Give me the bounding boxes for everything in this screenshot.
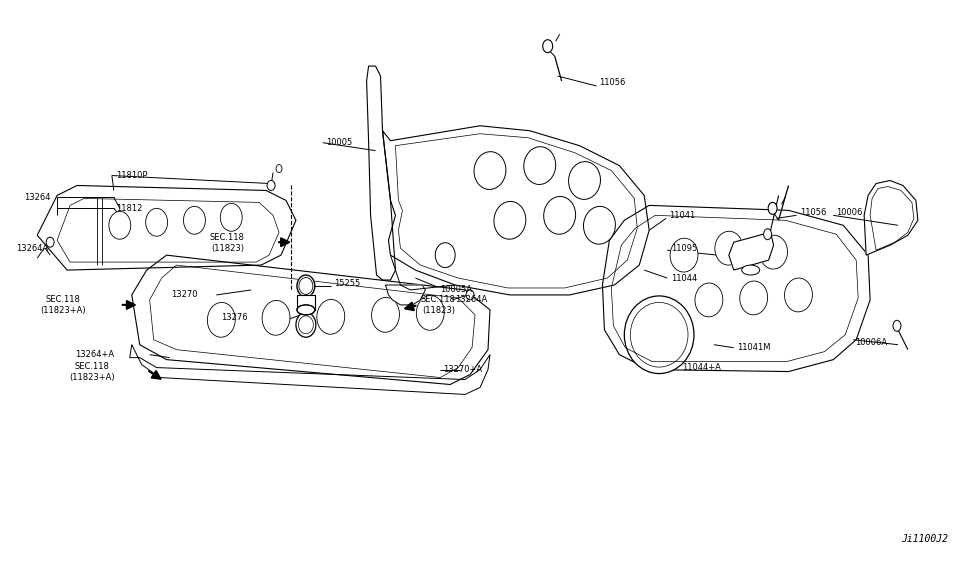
Text: (11823+A): (11823+A) bbox=[40, 306, 86, 315]
Text: 13264+A: 13264+A bbox=[75, 350, 114, 359]
Ellipse shape bbox=[208, 302, 235, 337]
Text: 11056: 11056 bbox=[600, 79, 626, 88]
Ellipse shape bbox=[768, 203, 777, 215]
Text: SEC.118: SEC.118 bbox=[45, 295, 80, 305]
Ellipse shape bbox=[371, 298, 400, 332]
Ellipse shape bbox=[435, 243, 455, 268]
Polygon shape bbox=[603, 205, 870, 371]
Text: 13264A: 13264A bbox=[17, 244, 49, 252]
Ellipse shape bbox=[740, 281, 767, 315]
Text: SEC.118: SEC.118 bbox=[210, 233, 245, 242]
Ellipse shape bbox=[46, 237, 55, 247]
Ellipse shape bbox=[317, 299, 345, 335]
Ellipse shape bbox=[670, 238, 698, 272]
Text: 13270+A: 13270+A bbox=[444, 365, 483, 374]
Ellipse shape bbox=[262, 301, 290, 335]
Ellipse shape bbox=[583, 207, 615, 244]
Text: 10005A: 10005A bbox=[441, 285, 472, 294]
Ellipse shape bbox=[276, 165, 282, 173]
Text: 15255: 15255 bbox=[333, 280, 360, 289]
Ellipse shape bbox=[544, 196, 575, 234]
Ellipse shape bbox=[568, 162, 601, 199]
Polygon shape bbox=[297, 295, 315, 310]
Ellipse shape bbox=[145, 208, 168, 236]
Text: 10005: 10005 bbox=[326, 138, 352, 147]
Ellipse shape bbox=[299, 277, 313, 294]
Ellipse shape bbox=[893, 320, 901, 331]
Text: 11810P: 11810P bbox=[116, 171, 147, 180]
Text: 11812: 11812 bbox=[116, 204, 142, 213]
Text: 11041M: 11041M bbox=[737, 343, 770, 352]
Text: 10006: 10006 bbox=[837, 208, 863, 217]
Ellipse shape bbox=[296, 312, 316, 337]
Ellipse shape bbox=[297, 275, 315, 297]
Text: 11044: 11044 bbox=[671, 273, 697, 282]
Ellipse shape bbox=[466, 290, 474, 300]
Polygon shape bbox=[864, 181, 917, 255]
Text: 11044+A: 11044+A bbox=[682, 363, 721, 372]
Ellipse shape bbox=[715, 231, 743, 265]
Ellipse shape bbox=[297, 305, 315, 315]
Ellipse shape bbox=[763, 229, 771, 240]
Ellipse shape bbox=[109, 211, 131, 239]
Text: 13264A: 13264A bbox=[455, 295, 488, 305]
Ellipse shape bbox=[624, 296, 694, 374]
Text: (11823+A): (11823+A) bbox=[69, 373, 115, 382]
Text: SEC.118: SEC.118 bbox=[420, 295, 455, 305]
Polygon shape bbox=[382, 126, 649, 295]
Ellipse shape bbox=[220, 203, 242, 231]
Ellipse shape bbox=[494, 201, 526, 239]
Ellipse shape bbox=[474, 152, 506, 190]
Text: 13264: 13264 bbox=[24, 193, 51, 202]
Polygon shape bbox=[132, 255, 490, 384]
Text: (11823): (11823) bbox=[422, 306, 455, 315]
Text: 11095: 11095 bbox=[671, 244, 697, 252]
Ellipse shape bbox=[695, 283, 722, 317]
Ellipse shape bbox=[742, 265, 760, 275]
Polygon shape bbox=[367, 66, 396, 280]
Polygon shape bbox=[130, 345, 490, 395]
Ellipse shape bbox=[543, 40, 553, 53]
Text: SEC.118: SEC.118 bbox=[74, 362, 109, 371]
Text: (11823): (11823) bbox=[212, 244, 245, 252]
Ellipse shape bbox=[416, 295, 445, 330]
Text: 11041: 11041 bbox=[669, 211, 695, 220]
Ellipse shape bbox=[760, 235, 788, 269]
Ellipse shape bbox=[267, 181, 275, 190]
Text: Ji1100J2: Ji1100J2 bbox=[901, 534, 948, 544]
Text: 13270: 13270 bbox=[172, 290, 198, 299]
Text: 10006A: 10006A bbox=[855, 338, 887, 347]
Text: 13276: 13276 bbox=[221, 314, 248, 322]
Text: 11056: 11056 bbox=[800, 208, 827, 217]
Ellipse shape bbox=[785, 278, 812, 312]
Ellipse shape bbox=[524, 147, 556, 185]
Polygon shape bbox=[37, 186, 296, 270]
Polygon shape bbox=[385, 285, 425, 305]
Polygon shape bbox=[728, 232, 773, 270]
Ellipse shape bbox=[183, 207, 206, 234]
